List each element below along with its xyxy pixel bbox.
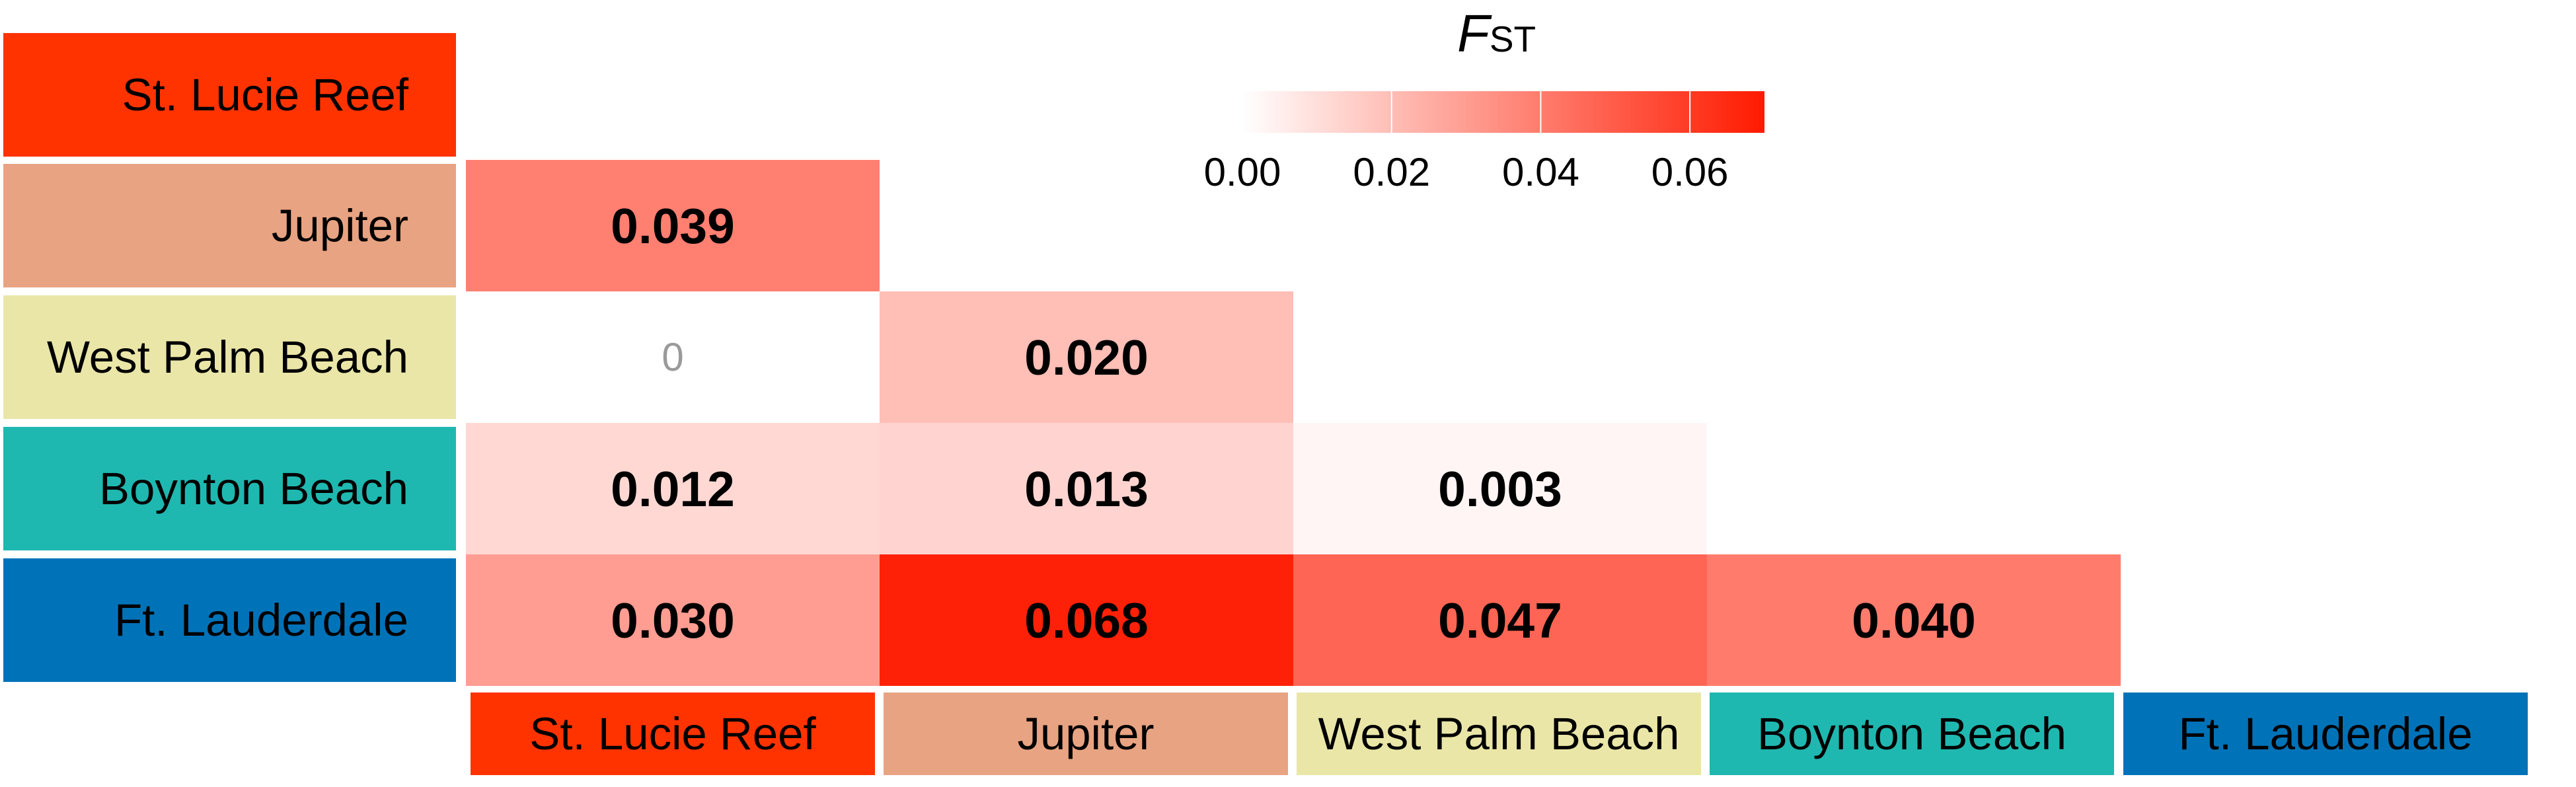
legend-title: FST [1457, 3, 1536, 64]
legend-tickmarks [1242, 91, 1691, 133]
legend-title-subscript: ST [1489, 19, 1536, 59]
legend-tick-label: 0.04 [1502, 150, 1579, 194]
column-label-jupiter: Jupiter [884, 693, 1288, 775]
column-label-west-palm-beach: West Palm Beach [1297, 693, 1701, 775]
cell-boynton-beach-vs-west-palm-beach: 0.003 [1293, 423, 1707, 554]
legend-tick-label: 0.00 [1203, 150, 1281, 194]
cell-boynton-beach-vs-st-lucie-reef: 0.012 [466, 423, 880, 554]
cell-west-palm-beach-vs-st-lucie-reef: 0 [466, 291, 880, 423]
cell-ft-lauderdale-vs-st-lucie-reef: 0.030 [466, 554, 880, 686]
legend-tick-label: 0.06 [1651, 150, 1729, 194]
legend-tick-label: 0.02 [1353, 150, 1431, 194]
cell-boynton-beach-vs-jupiter: 0.013 [880, 423, 1293, 554]
column-label-ft-lauderdale: Ft. Lauderdale [2123, 693, 2528, 775]
legend-title-main: F [1457, 4, 1490, 63]
row-label-jupiter: Jupiter [3, 164, 456, 287]
legend-colorbar [1242, 91, 1764, 133]
cell-ft-lauderdale-vs-west-palm-beach: 0.047 [1293, 554, 1707, 686]
legend-gradient [1242, 91, 1764, 133]
row-label-st-lucie-reef: St. Lucie Reef [3, 33, 456, 157]
column-label-boynton-beach: Boynton Beach [1710, 693, 2114, 775]
row-label-boynton-beach: Boynton Beach [3, 427, 456, 550]
cell-west-palm-beach-vs-jupiter: 0.020 [880, 291, 1293, 423]
column-label-st-lucie-reef: St. Lucie Reef [471, 693, 875, 775]
row-label-ft-lauderdale: Ft. Lauderdale [3, 558, 456, 682]
row-label-west-palm-beach: West Palm Beach [3, 295, 456, 419]
cell-ft-lauderdale-vs-jupiter: 0.068 [880, 554, 1293, 686]
cell-ft-lauderdale-vs-boynton-beach: 0.040 [1707, 554, 2121, 686]
cell-jupiter-vs-st-lucie-reef: 0.039 [466, 160, 880, 291]
